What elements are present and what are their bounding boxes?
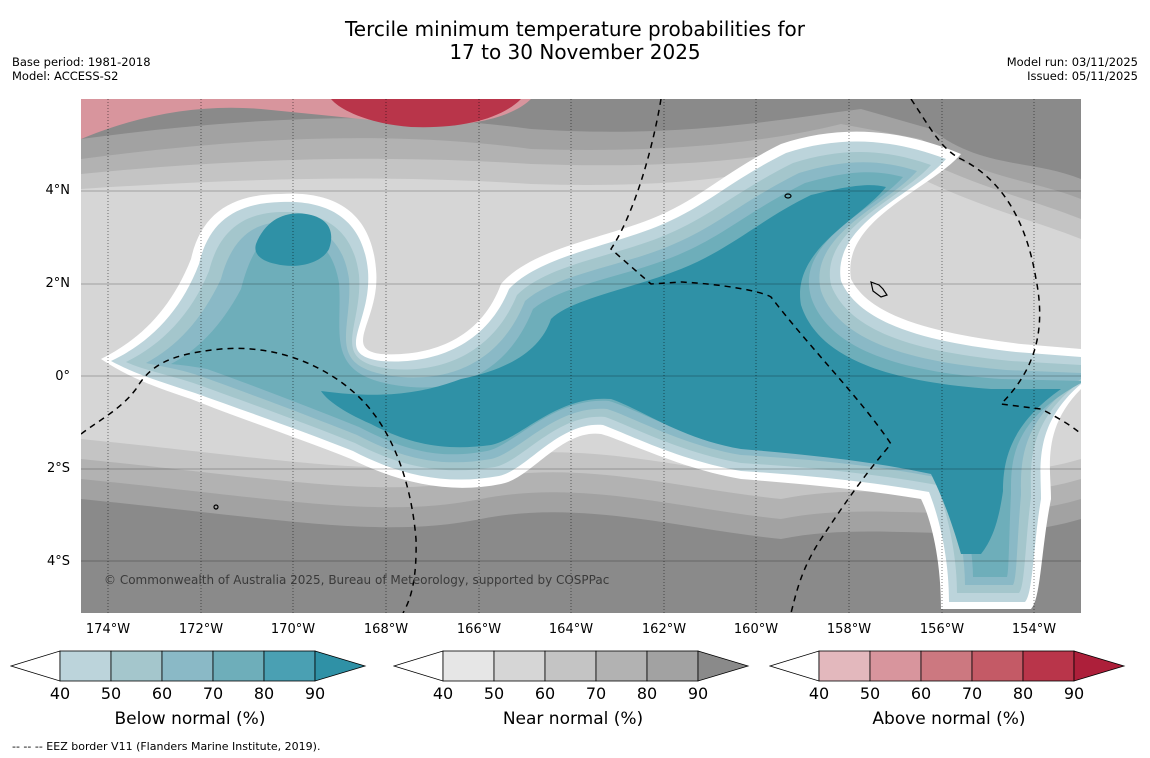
colorbar-tick-label: 50 [859,684,881,703]
colorbar-segment [818,650,871,682]
above-normal-core [331,99,521,128]
x-label-162w: 162°W [641,622,687,637]
legend-title-above: Above normal (%) [872,709,1026,729]
colorbar-tick-label: 40 [49,684,71,703]
colorbar-tick-label: 50 [483,684,505,703]
colorbar-segment [920,650,973,682]
legend-title-below: Below normal (%) [114,709,266,729]
below-normal-90 [321,185,1061,554]
colorbar-tick-label: 90 [304,684,326,703]
probability-map [81,99,1081,613]
colorbar-segment [1022,650,1075,682]
colorbar-extend-low [769,650,820,682]
colorbar-extend-high [697,650,750,682]
eez-footer-note: -- -- -- EEZ border V11 (Flanders Marine… [12,740,321,753]
colorbar-tick-label: 60 [534,684,556,703]
y-label-2n: 2°N [45,276,71,291]
y-label-4n: 4°N [45,183,71,198]
colorbar-tick-label: 70 [202,684,224,703]
colorbar-segment [161,650,214,682]
colorbar-segment [110,650,163,682]
colorbar-segment [971,650,1024,682]
colorbar-segment [544,650,597,682]
x-label-172w: 172°W [178,622,224,637]
eez-borders [81,99,1081,613]
title-line-1: Tercile minimum temperature probabilitie… [344,17,806,41]
colorbar-tick-label: 70 [585,684,607,703]
y-label-2s: 2°S [46,461,70,476]
x-label-164w: 164°W [548,622,594,637]
colorbar-extend-low [393,650,444,682]
colorbar-tick-label: 90 [687,684,709,703]
legend-title-near: Near normal (%) [502,709,644,729]
x-label-166w: 166°W [456,622,502,637]
x-label-156w: 156°W [919,622,965,637]
x-label-154w: 154°W [1011,622,1057,637]
colorbar-tick-label: 40 [808,684,830,703]
issued-date: Issued: 05/11/2025 [1027,69,1138,83]
colorbar-extend-high [314,650,367,682]
colorbar-tick-label: 70 [961,684,983,703]
below-normal-90-west [255,213,332,266]
x-label-174w: 174°W [85,622,131,637]
colorbar-extend-low [10,650,61,682]
colorbar-below-normal [10,650,367,682]
colorbar-segment [493,650,546,682]
map-title: Tercile minimum temperature probabilitie… [0,18,1150,64]
x-label-160w: 160°W [733,622,779,637]
y-label-4s: 4°S [46,554,70,569]
base-period: Base period: 1981-2018 [12,55,151,69]
colorbar-tick-label: 80 [1012,684,1034,703]
colorbar-segment [263,650,316,682]
colorbar-tick-label: 80 [636,684,658,703]
metadata-left: Base period: 1981-2018 Model: ACCESS-S2 [12,55,151,83]
colorbar-above-normal [769,650,1126,682]
colorbar-near-normal [393,650,750,682]
x-label-168w: 168°W [363,622,409,637]
colorbar-segment [595,650,648,682]
y-label-0: 0° [55,369,70,384]
model-name: Model: ACCESS-S2 [12,69,119,83]
islands [213,193,888,510]
colorbar-segment [59,650,112,682]
colorbar-extend-high [1073,650,1126,682]
grid-lines [81,190,1081,562]
colorbar-tick-label: 40 [432,684,454,703]
colorbar-tick-label: 90 [1063,684,1085,703]
colorbar-tick-label: 60 [910,684,932,703]
colorbar-segment [646,650,699,682]
colorbar-segment [212,650,265,682]
copyright-notice: © Commonwealth of Australia 2025, Bureau… [104,573,610,587]
colorbar-tick-label: 80 [253,684,275,703]
colorbar-segment [442,650,495,682]
title-line-2: 17 to 30 November 2025 [449,40,701,64]
x-label-170w: 170°W [270,622,316,637]
colorbar-tick-label: 60 [151,684,173,703]
colorbar-segment [869,650,922,682]
x-label-158w: 158°W [826,622,872,637]
metadata-right: Model run: 03/11/2025 Issued: 05/11/2025 [1007,55,1138,83]
colorbar-tick-label: 50 [100,684,122,703]
model-run: Model run: 03/11/2025 [1006,55,1138,69]
